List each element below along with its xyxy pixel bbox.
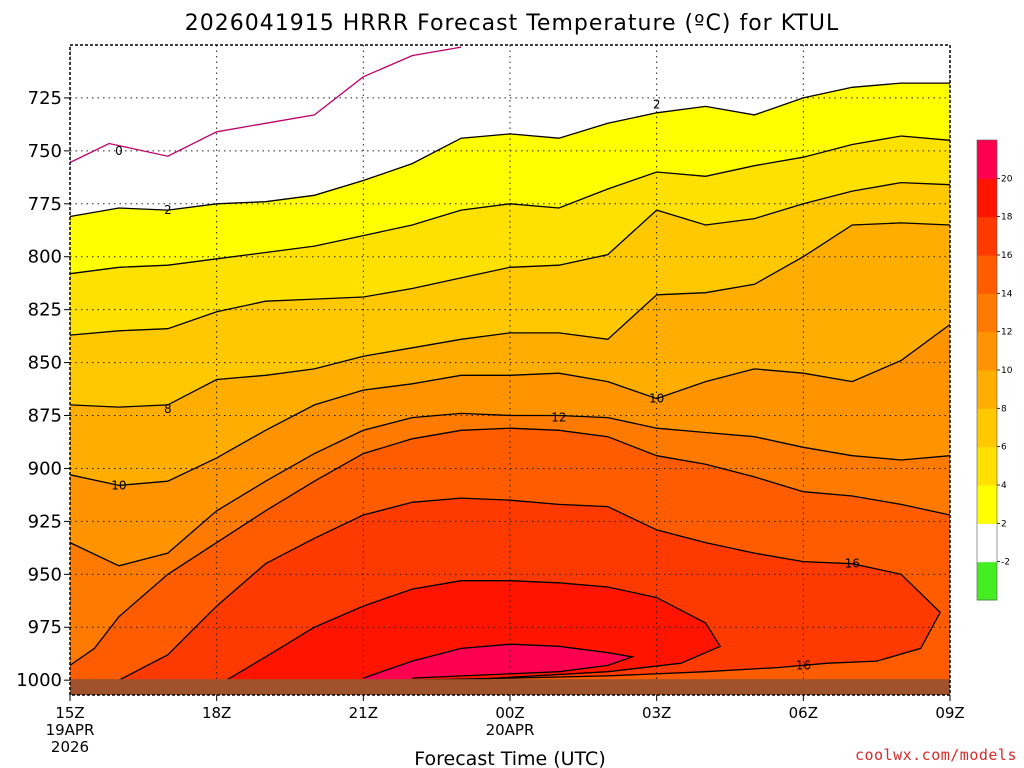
- svg-text:12: 12: [551, 411, 566, 425]
- contour-2c: [70, 82, 950, 218]
- colorbar-label-1: 2: [1001, 519, 1007, 529]
- contour-20c: [363, 643, 635, 679]
- svg-text:10: 10: [111, 478, 126, 492]
- contour-10c: [70, 323, 950, 487]
- contour-label-8: 8: [164, 402, 172, 416]
- colorbar-segment-7: [977, 293, 997, 333]
- colorbar-segment-1: [977, 523, 997, 563]
- y-tick-label-875: 875: [28, 406, 62, 427]
- colorbar: -2 2 4 6 8 10 12 14 16 18 20: [976, 139, 1013, 601]
- colorbar-segment-3: [977, 446, 997, 486]
- x-date-label-00Z: 20APR: [486, 721, 535, 739]
- source-credit[interactable]: coolwx.com/models: [855, 746, 1017, 764]
- svg-text:16: 16: [845, 557, 860, 571]
- y-axis: 725 750 775 800 825 850 875 900 925 950 975 1000: [16, 88, 70, 691]
- y-tick-label-825: 825: [28, 300, 62, 321]
- x-date-label-15Z: 19APR: [46, 721, 95, 739]
- contour-lines: [70, 46, 950, 683]
- y-tick-label-725: 725: [28, 88, 62, 109]
- contour-label-10: 10: [649, 392, 664, 406]
- x-tick-label-00Z: 00Z: [495, 704, 524, 722]
- contour-16c: [118, 497, 942, 683]
- y-tick-label-800: 800: [28, 247, 62, 268]
- x-tick-label-09Z: 09Z: [935, 704, 964, 722]
- y-tick-label-925: 925: [28, 511, 62, 532]
- svg-text:16: 16: [796, 658, 811, 672]
- colorbar-segment-9: [977, 216, 997, 256]
- contour-labels: 0 2 2 8 10 10 12 16 16: [111, 97, 860, 672]
- colorbar-label-3: 6: [1001, 443, 1007, 453]
- colorbar-segment-10: [977, 178, 997, 218]
- colorbar-label-6: 12: [1001, 328, 1012, 338]
- x-tick-label-15Z: 15Z: [55, 704, 84, 722]
- colorbar-label-0: -2: [1001, 558, 1010, 568]
- contour-6c: [70, 181, 950, 336]
- contour-18c: [226, 580, 722, 681]
- x-year-label-15Z: 2026: [51, 738, 89, 756]
- svg-text:2: 2: [653, 97, 661, 111]
- contour-label-2: 2: [653, 97, 661, 111]
- colorbar-label-2: 4: [1001, 481, 1007, 491]
- contour-8c: [70, 222, 950, 408]
- colorbar-segment-0: [977, 561, 997, 601]
- colorbar-segment-4: [977, 408, 997, 448]
- y-tick-label-775: 775: [28, 194, 62, 215]
- ground-below-surface: [70, 679, 950, 695]
- colorbar-label-5: 10: [1001, 366, 1013, 376]
- colorbar-segment-5: [977, 370, 997, 409]
- y-tick-label-975: 975: [28, 617, 62, 638]
- contour-label-2: 2: [164, 203, 172, 217]
- x-tick-label-21Z: 21Z: [349, 704, 378, 722]
- y-tick-label-900: 900: [28, 458, 62, 479]
- svg-text:8: 8: [164, 402, 172, 416]
- x-tick-label-18Z: 18Z: [202, 704, 231, 722]
- x-tick-label-06Z: 06Z: [789, 704, 818, 722]
- contour-label-10: 10: [111, 478, 126, 492]
- colorbar-segment-11: [977, 140, 997, 179]
- plot-area: 0 2 2 8 10 10 12 16 16: [70, 45, 950, 695]
- contour-0c: [70, 46, 462, 164]
- colorbar-label-10: 20: [1001, 174, 1013, 184]
- svg-text:0: 0: [115, 144, 123, 158]
- svg-text:10: 10: [649, 392, 664, 406]
- colorbar-label-4: 8: [1001, 404, 1007, 414]
- contour-12c: [70, 412, 950, 567]
- y-tick-label-750: 750: [28, 141, 62, 162]
- contour-label-0: 0: [115, 144, 123, 158]
- y-tick-label-850: 850: [28, 353, 62, 374]
- contour-label-12: 12: [551, 411, 566, 425]
- colorbar-segment-6: [977, 331, 997, 371]
- contour-14c: [70, 427, 950, 666]
- chart-title: 2026041915 HRRR Forecast Temperature (ºC…: [185, 11, 839, 36]
- contour-4c: [70, 135, 950, 275]
- svg-text:2: 2: [164, 203, 172, 217]
- colorbar-label-7: 14: [1001, 289, 1013, 299]
- colorbar-segment-2: [977, 485, 997, 524]
- colorbar-label-9: 18: [1001, 213, 1013, 223]
- y-tick-label-1000: 1000: [16, 670, 62, 691]
- colorbar-segment-8: [977, 255, 997, 294]
- y-tick-label-950: 950: [28, 564, 62, 585]
- contour-label-16: 16: [796, 658, 811, 672]
- contour-label-16: 16: [845, 557, 860, 571]
- x-axis-label: Forecast Time (UTC): [414, 748, 605, 768]
- x-tick-label-03Z: 03Z: [642, 704, 671, 722]
- colorbar-label-8: 16: [1001, 251, 1013, 261]
